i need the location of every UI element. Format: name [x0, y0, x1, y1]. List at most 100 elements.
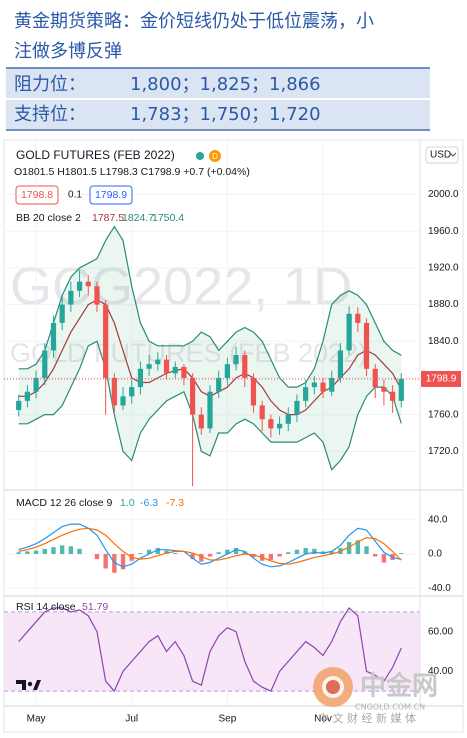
macd-label: MACD 12 26 close 9: [16, 497, 112, 509]
y-tick-label: 1960.0: [428, 226, 459, 237]
rsi-label: RSI 14 close: [16, 601, 76, 613]
x-tick-label: Nov: [314, 714, 332, 725]
dropdown-caret: [449, 152, 457, 157]
currency: USD: [430, 150, 451, 161]
macd-histogram-bar: [251, 553, 256, 558]
y-tick-label: 40.0: [428, 514, 448, 525]
candle-body: [346, 313, 352, 351]
macd-histogram-bar: [60, 545, 65, 554]
macd-histogram-bar: [190, 553, 195, 560]
candle-body: [398, 378, 404, 401]
rsi-line: [18, 606, 402, 693]
bb-upper: [18, 225, 402, 388]
bid: 1798.8: [21, 189, 53, 201]
level-label: 阻力位：: [14, 74, 86, 95]
y-tick-label: 40.00: [428, 666, 453, 677]
tv-logo: [16, 680, 41, 690]
macd-histogram-bar: [120, 553, 126, 570]
macd-histogram-bar: [312, 548, 317, 554]
level-label: 支持位：: [14, 104, 86, 125]
x-tick-label: May: [27, 714, 46, 725]
title-line: 注做多博反弹: [14, 41, 122, 62]
macd-histogram-bar: [303, 547, 308, 554]
brand-slogan: 中 文 财 经 新 媒 体: [318, 711, 416, 725]
candle-body: [198, 414, 204, 429]
candle-body: [137, 368, 144, 388]
macd-histogram-bar: [68, 546, 74, 554]
y-tick-label: 0.0: [428, 549, 442, 560]
candle-body: [242, 355, 248, 378]
candle-body: [224, 364, 230, 378]
candle-body: [146, 364, 152, 369]
bb-label: BB 20 close 2: [16, 212, 81, 224]
macd-value: -6.3: [140, 497, 158, 509]
candle-body: [68, 290, 74, 305]
y-tick-label: -40.0: [428, 583, 451, 594]
last-price-tag: [421, 370, 461, 387]
macd-histogram-bar: [42, 548, 47, 554]
macd-histogram-bar: [277, 553, 282, 557]
macd-histogram-bar: [164, 550, 169, 554]
candle-body: [259, 405, 265, 420]
macd-histogram-bar: [138, 553, 143, 554]
candle-body: [363, 322, 370, 369]
macd-value: -7.3: [166, 497, 184, 509]
rsi-band: [4, 611, 420, 692]
y-tick-label: 1920.0: [428, 263, 459, 274]
candle-body: [233, 355, 239, 365]
candle-body: [355, 313, 361, 323]
y-tick-label: 2000.0: [428, 189, 459, 200]
macd-histogram-bar: [207, 553, 213, 557]
macd-histogram-bar: [233, 547, 239, 554]
candle-body: [111, 377, 117, 406]
macd-histogram-bar: [16, 552, 21, 554]
spread: 0.1: [68, 190, 82, 201]
macd-histogram-bar: [225, 549, 230, 554]
candle-body: [42, 350, 48, 378]
candle-body: [129, 387, 135, 397]
macd-histogram-bar: [77, 548, 82, 554]
candle-body: [320, 382, 326, 392]
level-values: 1,800；1,825；1,866: [130, 74, 321, 95]
candle-body: [94, 286, 100, 305]
sell-button[interactable]: [15, 185, 59, 205]
y-tick-label: 1880.0: [428, 299, 459, 310]
buy-button[interactable]: [89, 185, 133, 205]
last-price-label: 1798.9: [426, 374, 457, 385]
macd-histogram-bar: [373, 553, 378, 557]
candle-body: [268, 419, 274, 429]
status-dot: [196, 152, 204, 160]
symbol-title: GOLD FUTURES (FEB 2022): [16, 148, 175, 162]
candle-body: [76, 281, 83, 291]
brand-name: 中金网: [360, 671, 438, 702]
macd-histogram-bar: [155, 547, 160, 554]
candle-body: [303, 387, 309, 401]
candle-body: [24, 391, 30, 401]
candle-body: [285, 414, 291, 424]
macd-histogram-bar: [51, 547, 56, 554]
candle-body: [276, 423, 283, 429]
candle-body: [33, 377, 39, 392]
bb-value: 1824.7: [122, 212, 154, 224]
y-tick-label: 60.00: [428, 626, 453, 637]
level-values: 1,783；1,750；1,720: [130, 104, 321, 125]
x-tick-label: Jul: [125, 714, 138, 725]
candle-body: [337, 350, 344, 378]
candle-body: [250, 377, 257, 406]
candle-body: [381, 387, 387, 392]
candle-body: [207, 391, 213, 429]
currency-button[interactable]: [425, 146, 459, 164]
y-tick-label: 1840.0: [428, 336, 459, 347]
candle-body: [311, 382, 317, 388]
brand-site: CNGOLD.COM.CN: [355, 703, 425, 712]
macd-histogram-bar: [216, 552, 221, 554]
macd-histogram-bar: [329, 551, 334, 554]
candle-body: [59, 304, 65, 323]
candle-body: [120, 396, 126, 406]
interval-badge: [209, 150, 221, 162]
brand: 中金网 CNGOLD.COM.CN 中 文 财 经 新 媒 体: [313, 667, 438, 725]
candle-body: [294, 400, 300, 415]
macd-histogram-bar: [103, 553, 108, 569]
macd-histogram-bar: [242, 551, 247, 554]
